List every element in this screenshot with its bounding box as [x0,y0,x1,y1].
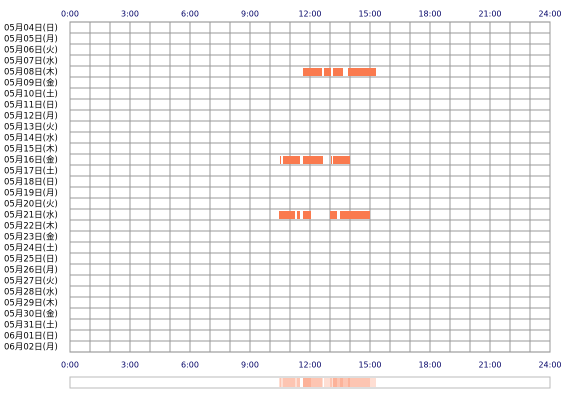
row-label: 05月18日(日) [4,178,58,188]
summary-segment [303,378,311,387]
x-tick-label-bottom: 9:00 [241,361,259,370]
row-label: 05月24日(土) [4,243,58,254]
session-bar [333,156,350,164]
x-tick-label-top: 15:00 [358,10,381,19]
row-label: 05月27日(火) [4,277,58,287]
row-label: 05月30日(金) [4,309,58,320]
x-tick-label-top: 3:00 [121,10,139,19]
session-bar [333,68,343,76]
summary-segment [324,378,331,387]
row-label: 05月17日(土) [4,166,58,177]
session-bar [331,156,332,164]
row-label: 05月11日(日) [4,101,58,111]
row-label: 05月29日(木) [4,298,58,309]
x-tick-label-top: 6:00 [181,10,199,19]
x-tick-label-bottom: 21:00 [478,361,501,370]
row-label: 05月09日(金) [4,78,58,89]
row-label: 05月14日(水) [4,133,58,144]
x-tick-label-bottom: 15:00 [358,361,381,370]
row-label: 05月08日(木) [4,67,58,78]
row-label: 05月05日(月) [4,35,58,45]
session-bar [340,211,370,219]
session-bar [283,156,300,164]
row-label: 05月12日(月) [4,112,58,122]
session-bar [303,156,323,164]
row-label: 05月19日(月) [4,189,58,199]
summary-segment [279,378,295,387]
row-label: 05月31日(土) [4,320,58,331]
session-bar [279,211,295,219]
summary-bar [69,376,551,389]
row-label: 05月07日(水) [4,56,58,67]
session-bar [330,211,337,219]
row-label: 05月04日(日) [4,24,58,34]
row-label: 05月26日(月) [4,266,58,276]
row-label: 05月10日(土) [4,89,58,100]
x-tick-label-bottom: 18:00 [418,361,441,370]
x-tick-label-top: 12:00 [298,10,321,19]
session-bar [324,68,331,76]
x-tick-label-top: 0:00 [61,10,79,19]
summary-segment [303,378,322,387]
summary-segment [333,378,343,387]
session-bar [303,68,322,76]
x-tick-label-top: 18:00 [418,10,441,19]
row-label: 05月06日(火) [4,46,58,56]
x-tick-label-bottom: 6:00 [181,361,199,370]
row-label: 05月25日(日) [4,255,58,265]
session-bar [297,211,300,219]
summary-segment [331,378,332,387]
summary-segment [280,378,281,387]
summary-segment [340,378,370,387]
summary-segment [330,378,337,387]
row-label: 05月28日(水) [4,287,58,298]
session-bar [348,68,376,76]
x-tick-label-bottom: 0:00 [61,361,79,370]
summary-segment [303,378,323,387]
summary-segment [297,378,300,387]
x-tick-label-bottom: 12:00 [298,361,321,370]
x-tick-label-top: 21:00 [478,10,501,19]
session-bar [280,156,281,164]
summary-segment [333,378,350,387]
row-label: 05月13日(火) [4,123,58,133]
row-label: 05月15日(木) [4,144,58,155]
row-label: 05月16日(金) [4,155,58,166]
row-label: 05月22日(木) [4,221,58,232]
x-tick-label-top: 9:00 [241,10,259,19]
session-bar [303,211,311,219]
row-label: 05月21日(水) [4,210,58,221]
summary-segment [283,378,300,387]
row-label: 05月23日(金) [4,232,58,243]
row-label: 05月20日(火) [4,200,58,210]
row-label: 06月01日(日) [4,332,58,342]
row-label: 06月02日(月) [4,343,58,353]
summary-segment [348,378,376,387]
x-tick-label-bottom: 24:00 [538,361,561,370]
x-tick-label-bottom: 3:00 [121,361,139,370]
x-tick-label-top: 24:00 [538,10,561,19]
